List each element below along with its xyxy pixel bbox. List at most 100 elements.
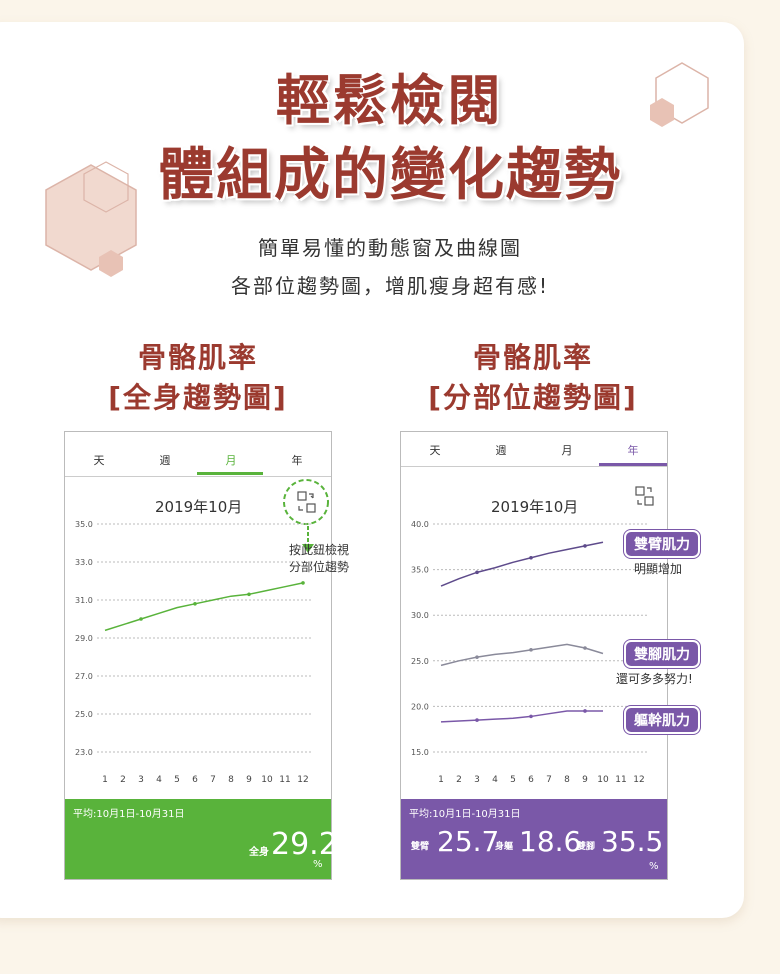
left-chart-xtick-label: 6 <box>192 775 198 785</box>
left-tab-bar: 天 週 月 年 <box>65 432 331 477</box>
left-chart-ytick-label: 33.0 <box>75 558 93 567</box>
right-footer-label-arms: 雙臂 <box>411 842 430 852</box>
right-chart-ytick-label: 15.0 <box>411 748 429 757</box>
title-line-1: 輕鬆檢閱 <box>276 69 504 132</box>
right-chart-xtick-label: 4 <box>492 775 498 785</box>
series-note-arms: 明顯增加 <box>634 562 683 576</box>
left-heading: 骨骼肌率 [全身趨勢圖] <box>64 338 332 418</box>
left-callout-line-2: 分部位趨勢 <box>288 560 349 574</box>
left-footer-value: 29.2 <box>271 827 338 862</box>
right-chart-data-point <box>583 646 587 650</box>
right-chart-xtick-label: 10 <box>597 775 609 785</box>
right-footer-unit: % <box>649 861 659 872</box>
right-chart-series-line-2 <box>440 710 603 723</box>
series-note-legs: 還可多多努力! <box>616 672 693 686</box>
right-phone-screen: 天 週 月 年 2019年10月 40.0 35.0 30.0 25.0 20.0 15.… <box>400 431 668 880</box>
right-trend-chart: 40.035.030.025.020.015.01 2 3 4 5 6 7 8 9 10 11 12 <box>411 520 649 785</box>
right-footer-value-legs: 35.5 <box>601 825 664 858</box>
left-footer-range: 平均:10月1日-10月31日 <box>73 809 185 820</box>
right-chart-ytick-label: 30.0 <box>411 611 429 620</box>
right-tab-year[interactable]: 年 <box>627 444 639 457</box>
right-chart-data-point <box>529 555 533 560</box>
left-active-tab-indicator <box>197 472 263 475</box>
left-footer-unit: % <box>313 859 323 870</box>
left-tab-year[interactable]: 年 <box>291 454 303 467</box>
hexagon-decoration-small <box>99 250 123 277</box>
right-chart-ytick-label: 40.0 <box>411 520 429 529</box>
right-chart-xtick-label: 11 <box>615 775 626 785</box>
left-footer-label: 全身 <box>249 847 269 858</box>
left-chart-xtick-label: 8 <box>228 775 234 785</box>
right-chart-data-point <box>529 648 533 652</box>
right-tab-day[interactable]: 天 <box>429 444 441 457</box>
right-chart-data-point <box>475 570 479 575</box>
right-chart-xtick-label: 12 <box>633 775 644 785</box>
left-chart-xtick-label: 5 <box>174 775 180 785</box>
left-heading-line-2: [全身趨勢圖] <box>108 381 288 414</box>
left-tab-week[interactable]: 週 <box>159 454 171 467</box>
right-chart-data-point <box>475 718 479 722</box>
left-chart-ytick-label: 27.0 <box>75 672 93 681</box>
subtitle-line-1: 簡單易懂的動態窗及曲線圖 <box>258 236 522 260</box>
right-chart-data-point <box>529 714 533 719</box>
left-tab-day[interactable]: 天 <box>93 454 105 467</box>
right-chart-data-point <box>583 544 587 548</box>
right-toggle-view-icon[interactable] <box>633 484 657 508</box>
left-callout: 按此鈕檢視 分部位趨勢 <box>265 542 349 576</box>
left-chart-xtick-label: 12 <box>297 775 308 785</box>
left-chart-ytick-label: 23.0 <box>75 748 93 757</box>
left-heading-line-1: 骨骼肌率 <box>137 341 258 374</box>
left-chart-xtick-label: 9 <box>246 775 252 785</box>
right-chart-data-point <box>583 709 587 713</box>
right-footer-label-legs: 雙腳 <box>577 842 596 852</box>
left-chart-series-line-0 <box>104 582 304 632</box>
right-footer-value-arms: 25.7 <box>437 825 500 858</box>
left-chart-data-point <box>247 592 251 597</box>
right-heading: 骨骼肌率 [分部位趨勢圖] <box>400 338 666 418</box>
right-chart-ytick-label: 20.0 <box>411 702 429 711</box>
hexagon-decoration-left <box>45 161 137 271</box>
left-phone-screen: 天 週 月 年 2019年10月 按此鈕檢視 分部位趨勢 35.0 33.0 31.… <box>64 431 349 880</box>
right-chart-data-point <box>475 655 479 659</box>
subtitle-line-2: 各部位趨勢圖，增肌瘦身超有感! <box>230 274 550 298</box>
left-chart-xtick-label: 7 <box>210 775 216 785</box>
title-line-2: 體組成的變化趨勢 <box>158 143 622 208</box>
left-chart-ytick-label: 29.0 <box>75 634 93 643</box>
left-chart-ytick-label: 25.0 <box>75 710 93 719</box>
right-footer-range: 平均:10月1日-10月31日 <box>409 809 521 820</box>
left-chart-xtick-label: 4 <box>156 775 162 785</box>
left-chart-xtick-label: 1 <box>102 775 108 785</box>
left-date-label: 2019年10月 <box>155 498 243 516</box>
left-chart-data-point <box>139 617 143 621</box>
series-label-legs: 雙腳肌力 <box>624 640 700 668</box>
left-chart-data-point <box>193 602 197 606</box>
right-chart-xtick-label: 9 <box>582 775 588 785</box>
right-footer-label-trunk: 身軀 <box>495 842 514 852</box>
left-tab-month[interactable]: 月 <box>225 454 237 467</box>
right-tab-month[interactable]: 月 <box>561 444 573 457</box>
left-chart-xtick-label: 10 <box>261 775 273 785</box>
left-chart-xtick-label: 3 <box>138 775 144 785</box>
right-chart-xtick-label: 6 <box>528 775 534 785</box>
right-chart-xtick-label: 3 <box>474 775 480 785</box>
right-chart-xtick-label: 5 <box>510 775 516 785</box>
left-footer: 平均:10月1日-10月31日 全身 29.2 % <box>65 799 338 879</box>
left-callout-line-1: 按此鈕檢視 <box>288 543 349 557</box>
left-trend-chart: 35.033.031.029.027.025.023.01 2 3 4 5 6 7 8 9 10 1… <box>75 520 313 785</box>
right-chart-ytick-label: 25.0 <box>411 657 429 666</box>
hexagon-decoration-right <box>650 62 709 127</box>
left-chart-xtick-label: 2 <box>120 775 126 785</box>
right-chart-ytick-label: 35.0 <box>411 566 429 575</box>
right-tab-bar: 天 週 月 年 <box>401 432 667 467</box>
left-chart-xtick-label: 11 <box>279 775 290 785</box>
right-chart-xtick-label: 8 <box>564 775 570 785</box>
right-footer: 平均:10月1日-10月31日 雙臂 25.7 身軀 18.6 雙腳 35.5 … <box>401 799 667 879</box>
right-chart-xtick-label: 7 <box>546 775 552 785</box>
right-date-label: 2019年10月 <box>491 498 579 516</box>
right-active-tab-indicator <box>599 463 667 466</box>
right-heading-line-1: 骨骼肌率 <box>472 341 593 374</box>
right-footer-value-trunk: 18.6 <box>519 825 582 858</box>
right-chart-xtick-label: 2 <box>456 775 462 785</box>
right-tab-week[interactable]: 週 <box>495 444 507 457</box>
right-heading-line-2: [分部位趨勢圖] <box>428 381 638 414</box>
